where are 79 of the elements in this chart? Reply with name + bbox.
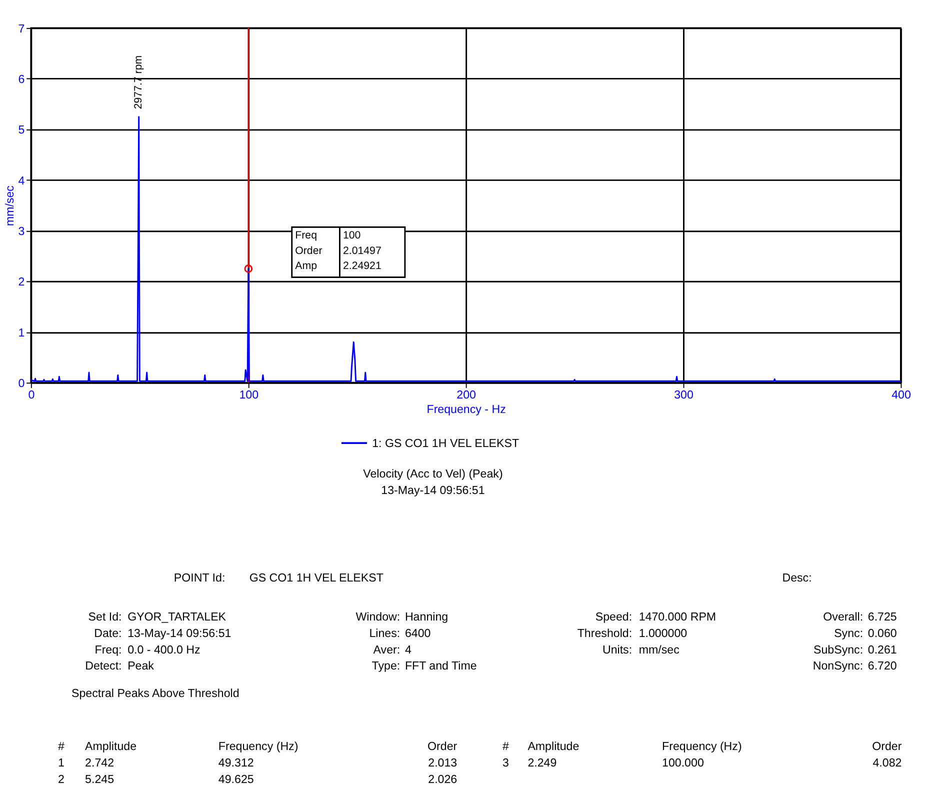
annotation: 100	[342, 230, 361, 242]
y-tick-label: 3	[18, 226, 25, 238]
text: 6.720	[868, 660, 897, 673]
text: Velocity (Acc to Vel) (Peak)	[363, 468, 503, 480]
text: Aver:	[373, 644, 400, 656]
legend-label: 1: GS CO1 1H VEL ELEKST	[372, 438, 520, 450]
text: 2	[58, 774, 64, 786]
text: 0.261	[868, 644, 897, 656]
text: Freq:	[94, 644, 122, 656]
text: 49.312	[218, 757, 254, 770]
y-tick-label: 2	[18, 276, 25, 289]
y-tick-label: 0	[18, 378, 25, 390]
text: mm/sec	[638, 644, 680, 656]
annotation: 2.24921	[342, 260, 382, 272]
text: GYOR_TARTALEK	[128, 611, 226, 624]
text: Sync:	[834, 628, 864, 640]
x-tick-label: 300	[674, 390, 694, 402]
text: 2.742	[85, 757, 114, 770]
text: 4	[404, 644, 412, 656]
text: #	[58, 740, 65, 753]
text: 13-May-14 09:56:51	[128, 628, 232, 640]
y-tick-label: 7	[18, 23, 25, 36]
text: Speed:	[595, 611, 632, 624]
y-tick-label: 4	[18, 175, 26, 188]
text: Threshold:	[577, 628, 632, 640]
text: Frequency (Hz)	[218, 740, 298, 753]
text: 2.249	[528, 757, 557, 770]
text: 1	[58, 757, 64, 770]
y-tick-label: 6	[18, 74, 25, 86]
text: Lines:	[369, 628, 400, 640]
annotation: Freq	[295, 230, 318, 242]
text: Detect:	[85, 660, 122, 673]
annotation: 2977.7 rpm	[132, 55, 145, 110]
text: Hanning	[404, 611, 448, 624]
text: Frequency (Hz)	[662, 740, 742, 753]
x-tick-label: 400	[892, 390, 911, 402]
text: Order	[428, 740, 458, 753]
text: Order	[872, 740, 902, 753]
text: 2.026	[428, 774, 458, 786]
text: 2.013	[428, 757, 458, 770]
y-tick-label: 5	[18, 124, 25, 137]
text: Overall:	[823, 611, 864, 624]
text: Desc:	[782, 572, 812, 585]
x-tick-label: 0	[28, 390, 35, 402]
text: Set Id:	[88, 611, 122, 624]
text: 4.082	[872, 757, 902, 770]
annotation: 2.01497	[342, 244, 382, 257]
text: 5.245	[85, 774, 114, 786]
text: SubSync:	[813, 644, 864, 656]
text: 13-May-14 09:56:51	[381, 484, 485, 497]
text: Date:	[94, 628, 122, 640]
text: Spectral Peaks Above Threshold	[72, 688, 240, 700]
text: 49.625	[218, 774, 254, 786]
text: #	[502, 740, 510, 753]
text: Peak	[128, 660, 154, 673]
text: Type:	[372, 660, 400, 673]
annotation: Amp	[295, 260, 318, 272]
text: Amplitude	[528, 740, 580, 753]
text: Window:	[356, 611, 400, 624]
text: Units:	[602, 644, 632, 656]
x-axis-title: Frequency - Hz	[426, 404, 506, 416]
text: 3	[502, 757, 510, 770]
text: 0.060	[868, 628, 897, 640]
text: FFT and Time	[404, 660, 477, 673]
text: Amplitude	[85, 740, 137, 753]
text: 1470.000 RPM	[638, 611, 716, 624]
text: NonSync:	[812, 660, 864, 673]
x-tick-label: 200	[456, 390, 476, 402]
y-axis-title: mm/sec	[4, 185, 16, 226]
y-tick-label: 1	[18, 327, 25, 340]
text: 6400	[404, 628, 431, 640]
text: 100.000	[662, 757, 704, 770]
x-tick-label: 100	[239, 390, 259, 402]
text: 1.000000	[638, 628, 688, 640]
text: 0.0 - 400.0 Hz	[128, 644, 201, 656]
annotation: Order	[295, 244, 323, 257]
text: GS CO1 1H VEL ELEKST	[249, 572, 384, 585]
text: POINT Id:	[174, 572, 226, 585]
text: 6.725	[868, 611, 897, 624]
